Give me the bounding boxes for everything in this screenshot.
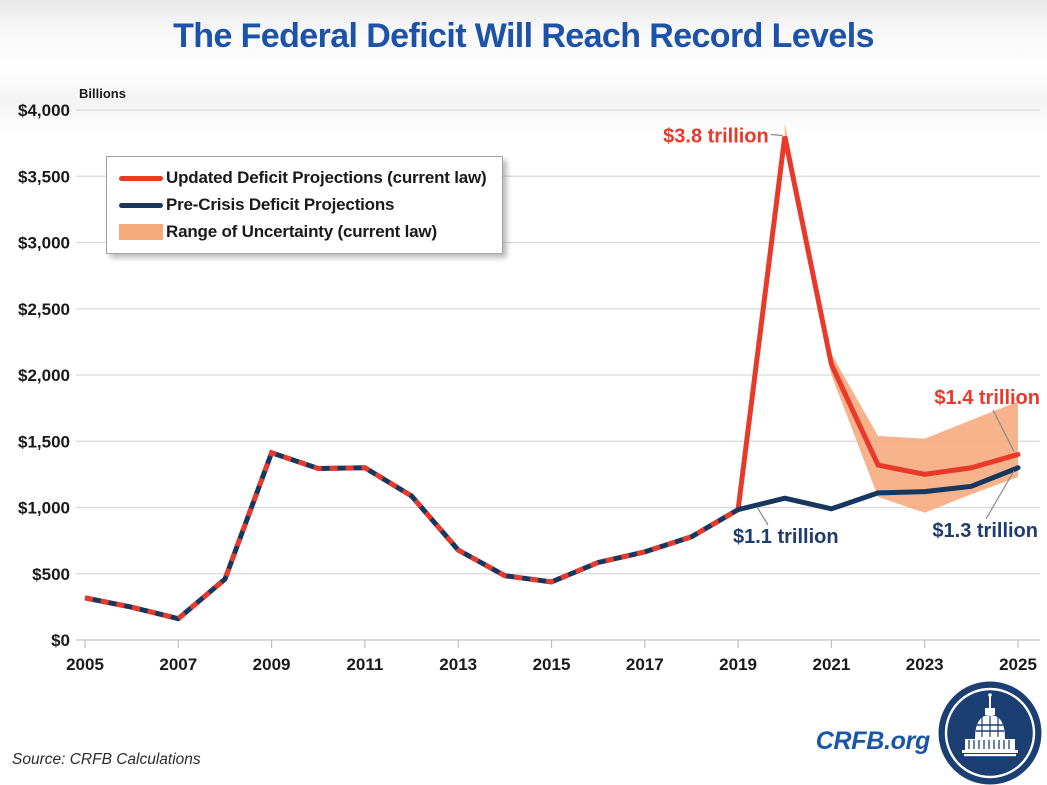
capitol-dome-logo-icon [938,681,1042,785]
y-axis-label: $3,000 [18,234,70,253]
y-axis-label: $2,500 [18,300,70,319]
x-axis-label: 2013 [439,655,477,674]
x-axis-label: 2019 [719,655,757,674]
legend: Updated Deficit Projections (current law… [106,156,503,254]
annotation-red-end: $1.4 trillion [934,387,1040,409]
annotation-peak: $3.8 trillion [663,126,769,148]
y-axis-label: $4,000 [18,101,70,120]
annotation-connector-red-end [992,409,1015,452]
historical-line-navy [84,449,740,622]
annotation-navy-2020: $1.1 trillion [733,526,839,548]
legend-label: Range of Uncertainty (current law) [166,222,437,241]
y-axis-label: $3,500 [18,167,70,186]
x-axis-label: 2023 [906,655,944,674]
updated-projection-line [735,135,1021,513]
annotation-connector-peak [770,133,783,137]
orange-area-swatch-icon [119,224,163,240]
red-line-swatch-icon [119,175,163,181]
annotation-connector-navy-2020 [756,506,769,526]
y-axis-label: $500 [32,565,70,584]
legend-label: Updated Deficit Projections (current law… [166,168,487,187]
x-axis-label: 2025 [999,655,1037,674]
x-axis-label: 2005 [66,655,104,674]
legend-item-uncertainty: Range of Uncertainty (current law) [119,222,487,242]
y-axis-label: $2,000 [18,366,70,385]
crfb-org-label: CRFB.org [815,727,931,755]
page-title: The Federal Deficit Will Reach Record Le… [173,17,874,55]
annotation-connector-navy-end [985,470,1015,520]
legend-label: Pre-Crisis Deficit Projections [166,195,395,214]
annotation-navy-end: $1.3 trillion [932,520,1038,542]
navy-line-swatch-icon [119,202,163,208]
x-axis-label: 2009 [253,655,291,674]
x-axis-label: 2017 [626,655,664,674]
source-note: Source: CRFB Calculations [12,751,201,768]
y-axis-label: $1,000 [18,499,70,518]
y-axis-unit-label: Billions [79,86,126,101]
uncertainty-band [784,123,1018,513]
y-axis-label: $1,500 [18,432,70,451]
y-axis-label: $0 [51,631,70,650]
x-axis-label: 2015 [533,655,571,674]
precrisis-projection-line [735,465,1021,513]
legend-item-precrisis: Pre-Crisis Deficit Projections [119,195,487,215]
x-axis-label: 2007 [159,655,197,674]
x-axis-label: 2021 [812,655,850,674]
legend-item-updated: Updated Deficit Projections (current law… [119,168,487,188]
historical-line-red-dashes [84,449,740,622]
x-axis-label: 2011 [346,655,383,674]
